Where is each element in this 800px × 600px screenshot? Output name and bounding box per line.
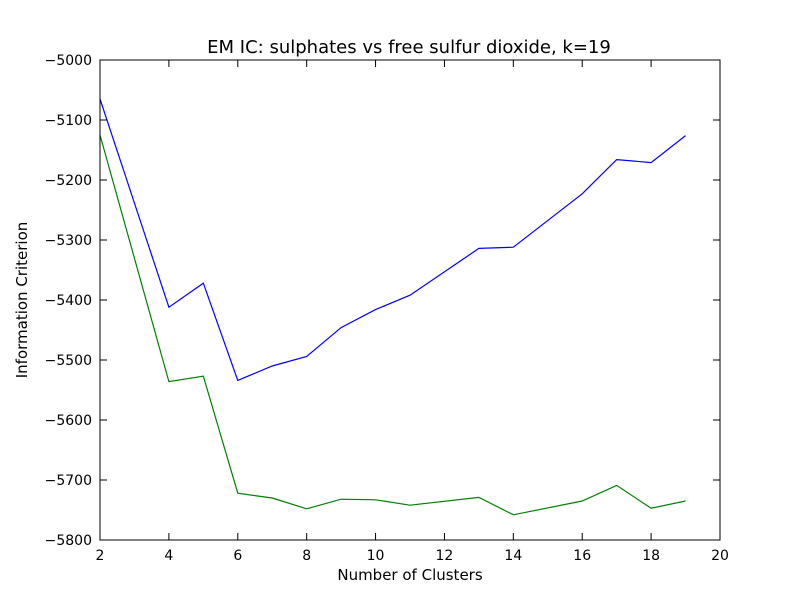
series-line-2 [99,134,686,516]
y-tick-label: −5200 [45,173,92,189]
x-tick-label: 14 [504,548,522,564]
y-tick-label: −5500 [45,353,92,369]
x-tick-label: 6 [233,548,242,564]
x-tick-label: 4 [164,548,173,564]
x-tick-label: 20 [711,548,729,564]
x-tick-label: 18 [642,548,660,564]
x-axis-label: Number of Clusters [337,566,482,584]
y-tick-label: −5400 [45,293,92,309]
x-tick-label: 12 [436,548,454,564]
x-tick-label: 16 [573,548,591,564]
series-line-1 [99,98,686,382]
x-tick-label: 2 [96,548,105,564]
y-tick-label: −5300 [45,233,92,249]
y-tick-label: −5800 [45,533,92,549]
ticks-layer: 2 4 6 8 10 12 14 16 18 20 −5000 −5100 −5200 −5300 −540… [45,53,729,564]
y-tick-label: −5000 [45,53,92,69]
plot-frame [99,59,721,541]
series-layer [99,98,686,516]
plot-area [100,60,720,540]
y-tick-label: −5700 [45,473,92,489]
y-axis-label: Information Criterion [13,222,31,379]
x-tick-label: 10 [367,548,385,564]
x-tick-label: 8 [302,548,311,564]
y-tick-label: −5600 [45,413,92,429]
y-tick-label: −5100 [45,113,92,129]
chart-title: EM IC: sulphates vs free sulfur dioxide,… [207,37,611,58]
